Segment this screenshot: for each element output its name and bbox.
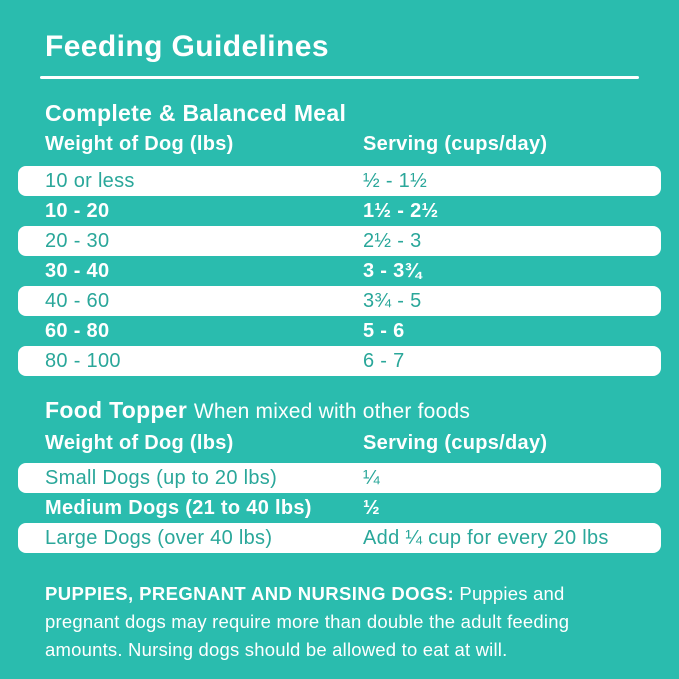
table-row: 10 - 20 1½ - 2½ (18, 196, 661, 226)
weight-cell: 60 - 80 (45, 319, 110, 342)
serving-cell: 3 - 3¾ (363, 259, 422, 282)
meal-section-heading: Complete & Balanced Meal (45, 100, 347, 126)
serving-cell: ¼ (363, 466, 380, 489)
topper-table-header: Weight of Dog (lbs) Serving (cups/day) (45, 430, 634, 456)
serving-cell: 1½ - 2½ (363, 199, 439, 222)
topper-col-weight: Weight of Dog (lbs) (45, 432, 234, 454)
topper-table: Small Dogs (up to 20 lbs) ¼ Medium Dogs … (18, 463, 661, 553)
weight-cell: 30 - 40 (45, 259, 110, 282)
meal-table: 10 or less ½ - 1½ 10 - 20 1½ - 2½ 20 - 3… (18, 166, 661, 376)
page-title: Feeding Guidelines (45, 30, 329, 63)
table-row: 80 - 100 6 - 7 (18, 346, 661, 376)
meal-col-serving: Serving (cups/day) (363, 133, 548, 155)
weight-cell: Large Dogs (over 40 lbs) (45, 526, 273, 549)
serving-cell: 2½ - 3 (363, 229, 422, 252)
weight-cell: 40 - 60 (45, 289, 110, 312)
serving-cell: 3¾ - 5 (363, 289, 422, 312)
title-divider (40, 76, 639, 79)
table-row: 40 - 60 3¾ - 5 (18, 286, 661, 316)
table-row: Large Dogs (over 40 lbs) Add ¼ cup for e… (18, 523, 661, 553)
weight-cell: 80 - 100 (45, 349, 121, 372)
serving-cell: ½ - 1½ (363, 169, 428, 192)
table-row: 60 - 80 5 - 6 (18, 316, 661, 346)
table-row: 10 or less ½ - 1½ (18, 166, 661, 196)
topper-heading-title: Food Topper (45, 397, 188, 423)
topper-col-serving: Serving (cups/day) (363, 432, 548, 454)
topper-heading-subtitle: When mixed with other foods (193, 400, 471, 423)
table-row: 20 - 30 2½ - 3 (18, 226, 661, 256)
weight-cell: 20 - 30 (45, 229, 110, 252)
serving-cell: 5 - 6 (363, 319, 405, 342)
meal-table-header: Weight of Dog (lbs) Serving (cups/day) (45, 131, 634, 157)
serving-cell: Add ¼ cup for every 20 lbs (363, 526, 609, 549)
table-row: Small Dogs (up to 20 lbs) ¼ (18, 463, 661, 493)
weight-cell: Medium Dogs (21 to 40 lbs) (45, 496, 312, 519)
topper-section-heading: Food Topper When mixed with other foods (45, 397, 634, 425)
footnote: PUPPIES, PREGNANT AND NURSING DOGS: Pupp… (45, 580, 639, 664)
table-row: Medium Dogs (21 to 40 lbs) ½ (18, 493, 661, 523)
table-row: 30 - 40 3 - 3¾ (18, 256, 661, 286)
weight-cell: 10 - 20 (45, 199, 110, 222)
serving-cell: 6 - 7 (363, 349, 405, 372)
weight-cell: Small Dogs (up to 20 lbs) (45, 466, 278, 489)
meal-col-weight: Weight of Dog (lbs) (45, 133, 234, 155)
weight-cell: 10 or less (45, 169, 135, 192)
serving-cell: ½ (363, 496, 380, 519)
footnote-text: Puppies and pregnant dogs may require mo… (45, 583, 570, 660)
footnote-label: PUPPIES, PREGNANT AND NURSING DOGS: (45, 583, 455, 604)
